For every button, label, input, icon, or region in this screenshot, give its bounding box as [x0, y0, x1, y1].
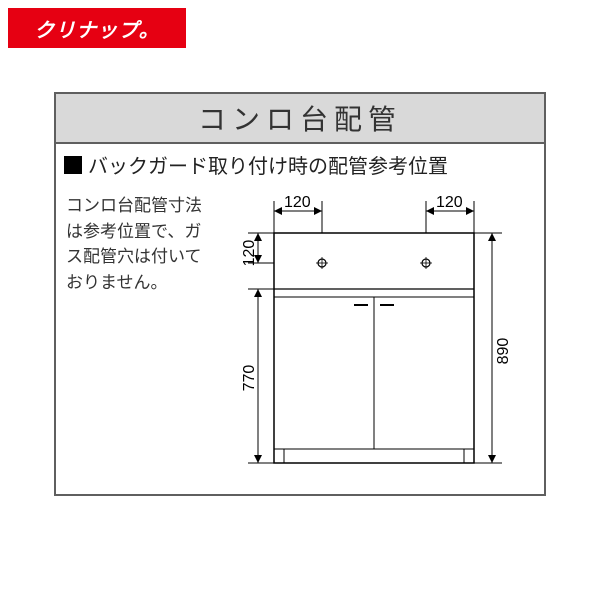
dim-top-left: 120 [274, 194, 322, 233]
dim-top-left-label: 120 [284, 194, 311, 211]
brand-logo-text: クリナップ。 [34, 14, 159, 43]
spec-panel: コンロ台配管 バックガード取り付け時の配管参考位置 コンロ台配管寸法は参考位置で… [54, 92, 546, 496]
dim-side-upper: 120 [241, 233, 274, 266]
panel-title-text: コンロ台配管 [198, 98, 402, 138]
bullet-square-icon [64, 156, 82, 174]
panel-title: コンロ台配管 [56, 94, 544, 144]
dim-top-right-label: 120 [436, 194, 463, 211]
cabinet-diagram: 120 120 [214, 193, 534, 493]
brand-logo: クリナップ。 [8, 8, 186, 48]
dim-top-right: 120 [426, 194, 474, 233]
dim-right-height-label: 890 [495, 338, 512, 365]
dim-left-height: 770 [241, 289, 274, 463]
dim-left-height-label: 770 [241, 365, 258, 392]
panel-subtitle-text: バックガード取り付け時の配管参考位置 [88, 150, 448, 179]
dim-side-upper-label: 120 [241, 240, 258, 267]
panel-body: コンロ台配管寸法は参考位置で、ガス配管穴は付いておりません。 120 [56, 183, 544, 493]
dim-right-height: 890 [474, 233, 512, 463]
panel-subtitle-row: バックガード取り付け時の配管参考位置 [56, 144, 544, 183]
note-text: コンロ台配管寸法は参考位置で、ガス配管穴は付いておりません。 [66, 193, 214, 493]
